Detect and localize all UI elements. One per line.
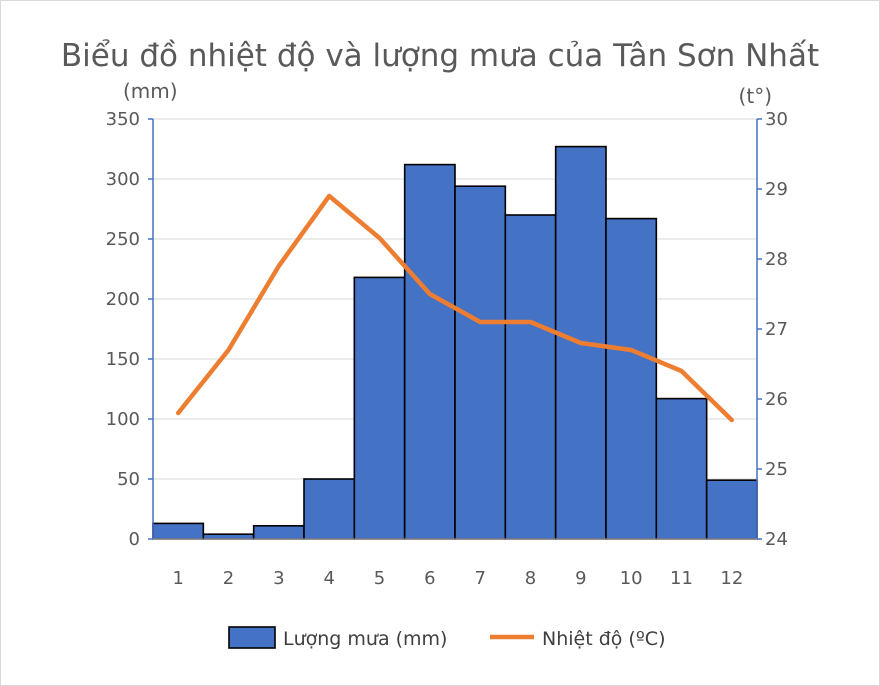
right-tick-label: 29 <box>765 179 788 200</box>
legend-bar-label: Lượng mưa (mm) <box>283 628 447 650</box>
legend-line-label: Nhiệt độ (ºC) <box>542 628 665 650</box>
right-tick-label: 27 <box>765 319 788 340</box>
x-tick-label: 1 <box>172 568 183 589</box>
legend: Lượng mưa (mm) Nhiệt độ (ºC) <box>228 626 665 650</box>
left-axis-unit: (mm) <box>123 79 178 103</box>
right-tick-label: 30 <box>765 109 788 130</box>
x-tick-label: 10 <box>620 568 643 589</box>
bar <box>403 163 456 540</box>
x-tick-label: 7 <box>474 568 485 589</box>
line-series <box>175 193 735 423</box>
left-tick-label: 50 <box>117 469 140 490</box>
x-tick-label: 12 <box>720 568 743 589</box>
bar <box>705 479 758 540</box>
bar <box>504 214 557 540</box>
bar-series <box>152 145 758 540</box>
bar <box>605 217 658 540</box>
chart-title: Biểu đồ nhiệt độ và lượng mưa của Tân Sơ… <box>61 38 819 74</box>
x-tick-label: 8 <box>525 568 536 589</box>
right-tick-label: 24 <box>765 529 788 550</box>
right-tick-label: 25 <box>765 459 788 480</box>
x-tick-label: 2 <box>223 568 234 589</box>
right-axis-ticks: 24 25 26 27 28 29 30 <box>765 109 788 550</box>
x-tick-label: 4 <box>323 568 334 589</box>
x-tick-label: 3 <box>273 568 284 589</box>
left-axis-ticks: 0 50 100 150 200 250 300 350 <box>106 109 140 550</box>
x-tick-label: 6 <box>424 568 435 589</box>
bar <box>152 522 205 540</box>
bar <box>303 478 356 540</box>
right-tick-label: 28 <box>765 249 788 270</box>
bar <box>353 276 406 540</box>
x-tick-label: 9 <box>575 568 586 589</box>
bar <box>252 524 305 540</box>
left-tick-label: 100 <box>106 409 140 430</box>
left-tick-label: 0 <box>129 529 140 550</box>
x-tick-label: 11 <box>670 568 693 589</box>
right-tick-label: 26 <box>765 389 788 410</box>
axes <box>148 118 762 540</box>
x-tick-label: 5 <box>374 568 385 589</box>
temperature-line <box>175 193 735 423</box>
x-axis-ticks: 1 2 3 4 5 6 7 8 9 10 11 12 <box>172 568 743 589</box>
bar <box>454 185 507 540</box>
left-tick-label: 200 <box>106 289 140 310</box>
legend-bar-swatch <box>228 626 276 649</box>
bar <box>655 397 708 540</box>
left-tick-label: 300 <box>106 169 140 190</box>
right-axis-unit: (t°) <box>739 84 772 108</box>
left-tick-label: 250 <box>106 229 140 250</box>
left-tick-label: 150 <box>106 349 140 370</box>
bar <box>202 533 255 540</box>
left-tick-label: 350 <box>106 109 140 130</box>
